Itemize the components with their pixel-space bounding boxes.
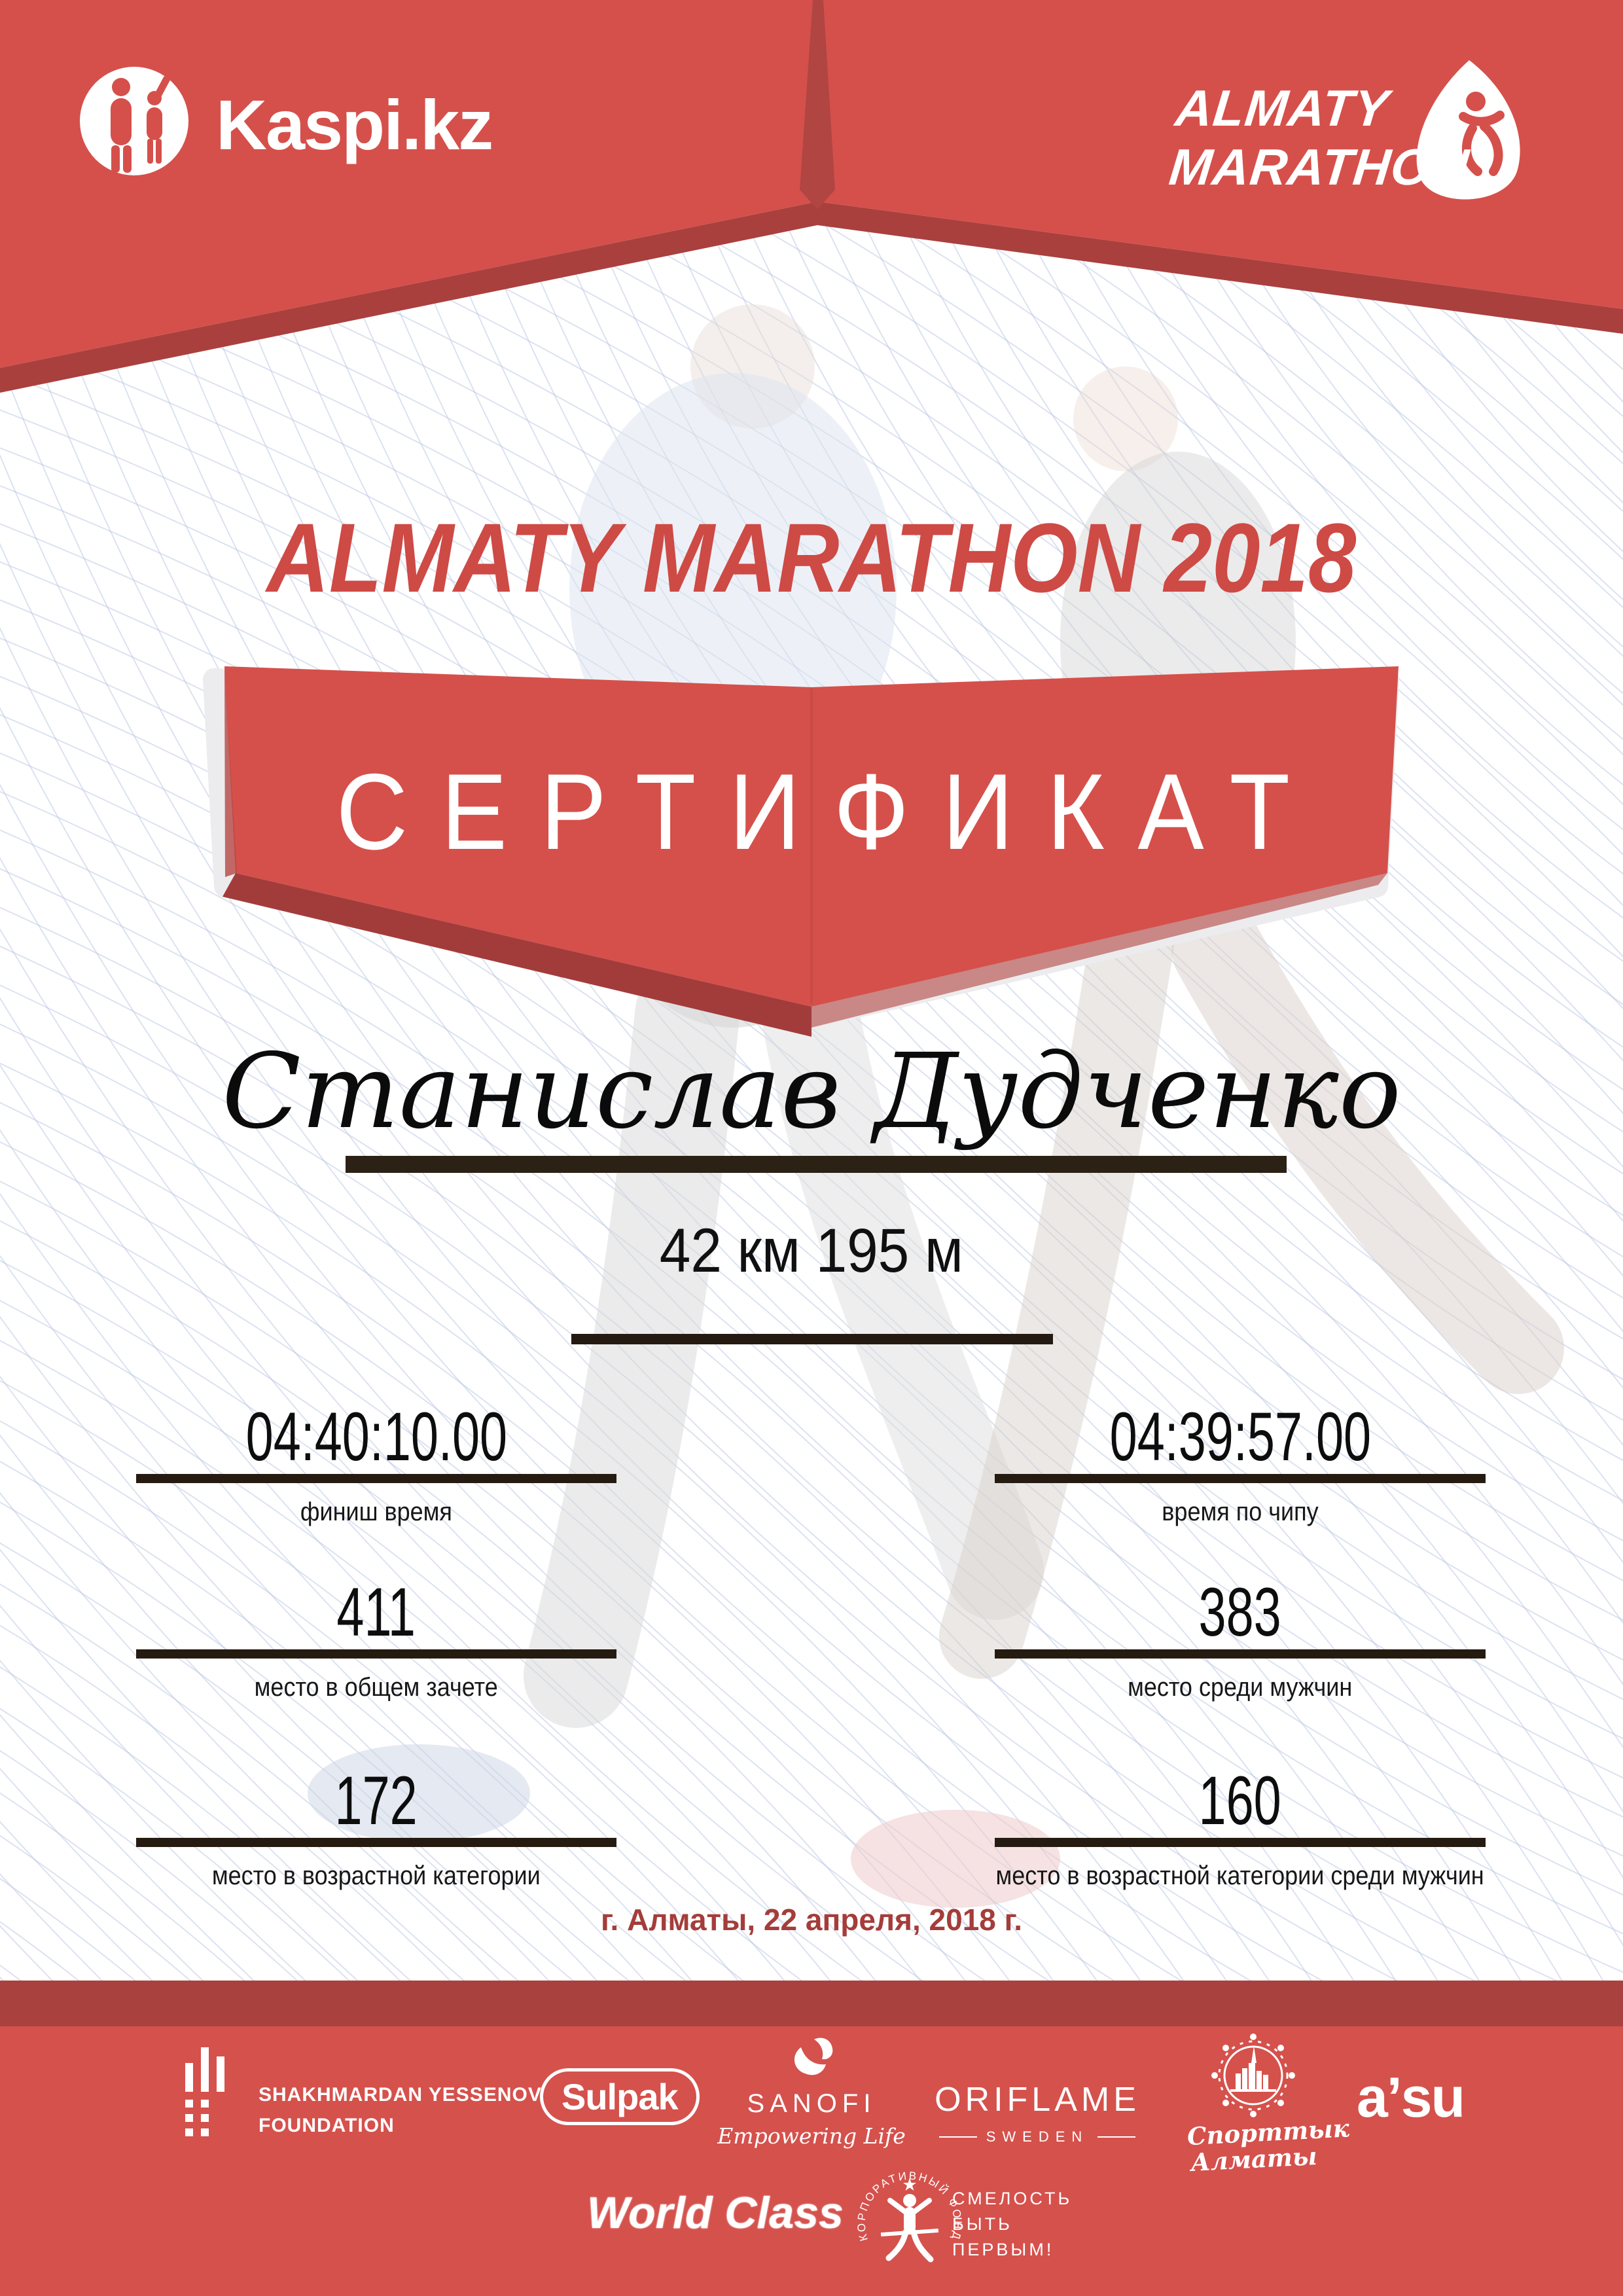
sulpak-logo: Sulpak [540,2068,700,2125]
sport-almaty-logo-text: Спорттык Алматы [1186,2113,1350,2177]
stat-underline [995,1649,1486,1659]
oriflame-name: ORIFLAME [935,2081,1140,2119]
sport-almaty-emblem-icon [1211,2034,1295,2117]
stat-gender-place: 383 место среди мужчин [946,1576,1535,1702]
almaty-marathon-logo-text: ALMATY MARATHON [1166,79,1478,196]
stat-overall-place: 411 место в общем зачете [82,1576,671,1702]
stat-value: 383 [1198,1574,1282,1651]
stat-value: 172 [334,1763,418,1839]
stat-label: место в общем зачете [254,1673,499,1702]
certificate-label: СЕРТИФИКАТ [336,751,1323,872]
kaspi-logo-text: Kaspi.kz [216,85,493,164]
marathon-logo-line2: MARATHON [1166,138,1472,196]
sanofi-logo-text: SANOFI [747,2089,876,2118]
header-band [0,0,1623,393]
stat-underline [995,1474,1486,1483]
city-date-line: г. Алматы, 22 апреля, 2018 г. [601,1903,1022,1937]
oriflame-logo: ORIFLAME SWEDEN [929,2080,1145,2145]
fund-slogan-line3: ПЕРВЫМ! [952,2240,1054,2260]
stat-chip-time: 04:39:57.00 время по чипу [946,1401,1535,1527]
footer-dark-strip [0,1981,1623,2026]
dash-right [1097,2136,1136,2138]
marathon-logo-line1: ALMATY [1173,79,1392,137]
stat-label: место в возрастной категории [212,1861,541,1890]
yessenov-foundation-logo: SHAKHMARDAN YESSENOV FOUNDATION [259,2080,542,2141]
asu-logo: aʼsu [1356,2066,1465,2129]
world-class-logo: World Class [587,2188,844,2238]
almaty-marathon-logo-icon [1416,60,1520,200]
sanofi-tagline: Empowering Life [717,2123,906,2149]
stat-underline [136,1474,616,1483]
fund-slogan-line2: БЫТЬ [952,2214,1012,2234]
yessenov-foundation-icon [185,2047,224,2136]
stat-value: 04:40:10.00 [245,1399,507,1475]
event-title: ALMATY MARATHON 2018 [266,503,1357,613]
charity-fund-slogan: СМЕЛОСТЬ БЫТЬ ПЕРВЫМ! [952,2186,1072,2263]
stat-label: место в возрастной категории среди мужчи… [995,1861,1485,1890]
yessenov-line2: FOUNDATION [259,2114,395,2136]
oriflame-sub: SWEDEN [929,2128,1145,2145]
kaspi-logo-icon [80,67,188,175]
recipient-name: Станислав Дудченко [222,1031,1401,1152]
stat-age-place: 172 место в возрастной категории [82,1765,671,1891]
stat-underline [995,1838,1486,1847]
distance-value: 42 км 195 м [659,1216,963,1285]
sanofi-bird-icon [794,2037,833,2075]
stat-finish-time: 04:40:10.00 финиш время [82,1401,671,1527]
stat-underline [136,1838,616,1847]
stat-label: время по чипу [1162,1498,1319,1526]
stat-value: 411 [336,1574,416,1651]
fund-slogan-line1: СМЕЛОСТЬ [952,2189,1073,2208]
distance-underline [571,1334,1053,1344]
charity-fund-icon: КОРПОРАТИВНЫЙ ФОНД [855,2170,962,2263]
band-center-fold [800,0,835,209]
stat-label: место среди мужчин [1128,1673,1353,1702]
dash-left [938,2136,977,2138]
stat-label: финиш время [300,1498,453,1526]
oriflame-country: SWEDEN [986,2128,1089,2145]
yessenov-line1: SHAKHMARDAN YESSENOV [259,2084,542,2106]
stat-value: 160 [1198,1763,1282,1839]
certificate-ribbon [203,666,1399,1037]
name-underline [346,1156,1287,1173]
stat-age-gender-place: 160 место в возрастной категории среди м… [946,1765,1535,1891]
stat-underline [136,1649,616,1659]
stat-value: 04:39:57.00 [1109,1399,1371,1475]
